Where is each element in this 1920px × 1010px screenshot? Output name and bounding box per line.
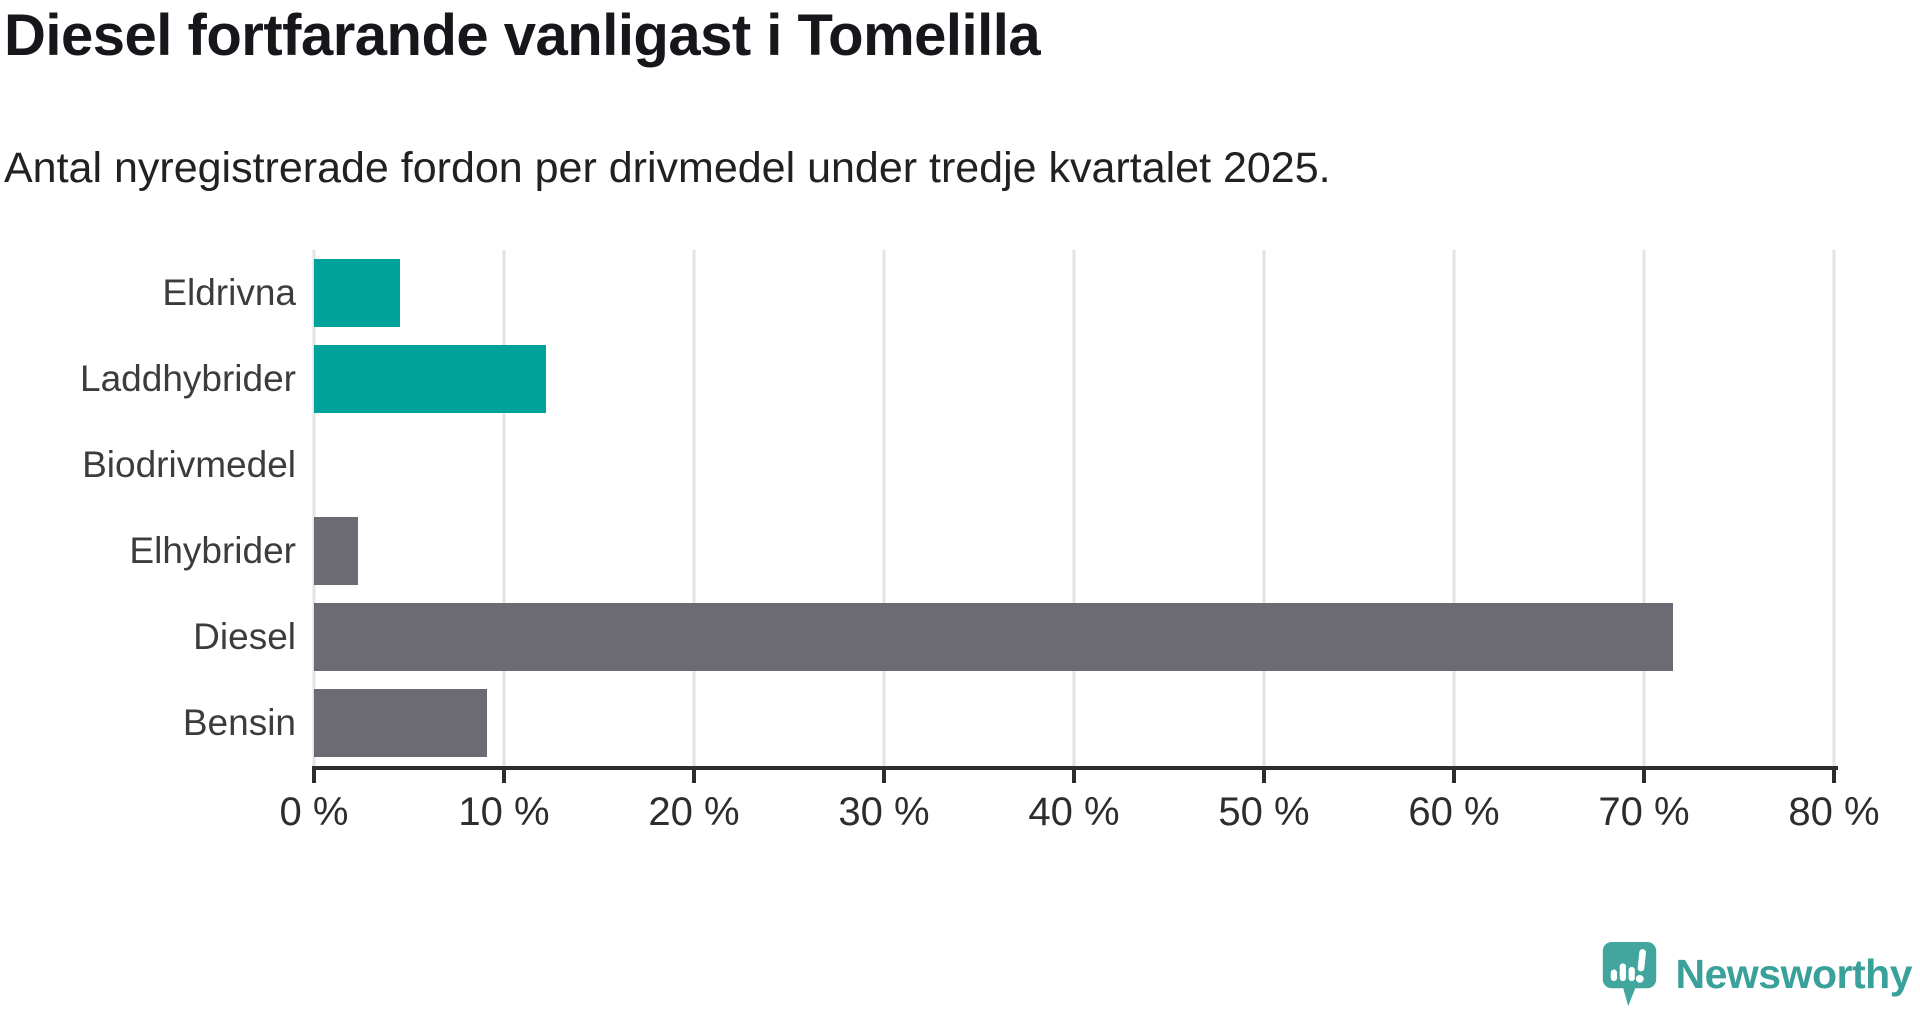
x-axis-tick-0 xyxy=(312,770,316,783)
chart-title: Diesel fortfarande vanligast i Tomelilla xyxy=(4,3,1041,68)
gridline-30 xyxy=(882,250,886,766)
y-axis-label-biodrivmedel: Biodrivmedel xyxy=(82,444,296,485)
logo-exclamation xyxy=(1635,949,1646,983)
gridline-20 xyxy=(692,250,696,766)
bar-elhybrider xyxy=(314,517,358,585)
x-tick-label-70: 70 % xyxy=(1598,790,1690,834)
gridline-0 xyxy=(312,250,316,766)
x-axis-tick-10 xyxy=(502,770,506,783)
gridline-50 xyxy=(1262,250,1266,766)
x-tick-label-0: 0 % xyxy=(279,790,349,834)
x-tick-label-80: 80 % xyxy=(1788,790,1880,834)
x-axis-tick-50 xyxy=(1262,770,1266,783)
logo-bar-1 xyxy=(1610,969,1617,982)
plot-area xyxy=(312,250,1836,766)
x-tick-label-30: 30 % xyxy=(838,790,930,834)
bar-diesel xyxy=(314,603,1673,671)
y-axis-label-bensin: Bensin xyxy=(182,702,296,743)
gridline-40 xyxy=(1072,250,1076,766)
y-axis-labels: Eldrivna Laddhybrider Biodrivmedel Elhybrid… xyxy=(0,250,296,766)
x-axis-tick-70 xyxy=(1642,770,1646,783)
newsworthy-logo-text: Newsworthy xyxy=(1675,950,1913,997)
x-axis-line xyxy=(312,766,1838,770)
x-tick-label-10: 10 % xyxy=(458,790,550,834)
newsworthy-logo: Newsworthy xyxy=(1601,940,1913,1008)
y-axis-label-diesel: Diesel xyxy=(193,616,296,657)
x-axis-tick-30 xyxy=(882,770,886,783)
x-tick-label-40: 40 % xyxy=(1028,790,1120,834)
newsworthy-logo-icon xyxy=(1602,941,1656,1007)
logo-bar-2 xyxy=(1619,963,1626,982)
x-axis-tick-20 xyxy=(692,770,696,783)
x-axis-tick-60 xyxy=(1452,770,1456,783)
x-axis-tick-80 xyxy=(1832,770,1836,783)
y-axis-label-elhybrider: Elhybrider xyxy=(129,530,296,571)
y-axis-label-laddhybrider: Laddhybrider xyxy=(80,358,296,399)
x-tick-label-60: 60 % xyxy=(1408,790,1500,834)
y-axis-label-eldrivna: Eldrivna xyxy=(162,272,296,313)
x-tick-label-50: 50 % xyxy=(1218,790,1310,834)
gridline-60 xyxy=(1452,250,1456,766)
x-axis-tick-40 xyxy=(1072,770,1076,783)
chart-subtitle: Antal nyregistrerade fordon per drivmede… xyxy=(4,144,1331,192)
bar-bensin xyxy=(314,689,487,757)
gridline-70 xyxy=(1642,250,1646,766)
gridline-80 xyxy=(1832,250,1836,766)
x-tick-label-20: 20 % xyxy=(648,790,740,834)
gridline-10 xyxy=(502,250,506,766)
logo-bar-3 xyxy=(1628,966,1635,982)
bar-eldrivna xyxy=(314,259,400,327)
bar-laddhybrider xyxy=(314,345,546,413)
